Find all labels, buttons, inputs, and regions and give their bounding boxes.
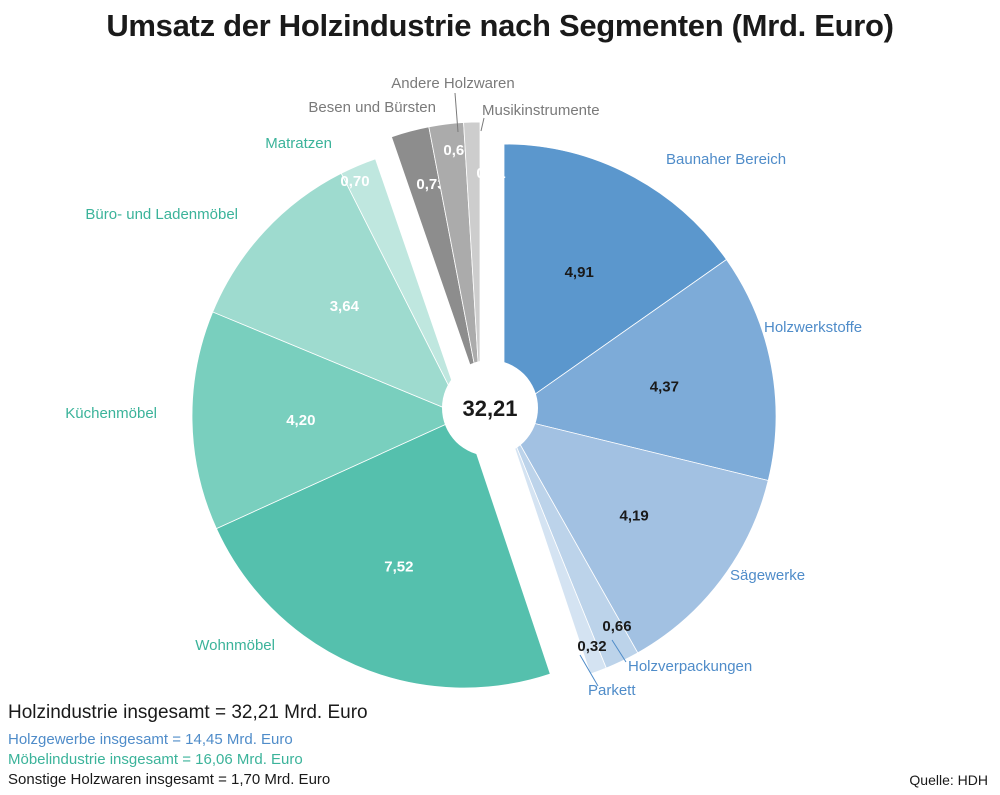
slice-name-label: Holzverpackungen <box>628 658 752 675</box>
slice-value-label: 0,73 <box>416 176 445 193</box>
pie-slice-wohnmöbel <box>215 415 551 689</box>
summary-moebelindustrie: Möbelindustrie insgesamt = 16,06 Mrd. Eu… <box>8 751 303 768</box>
slice-name-label: Musikinstrumente <box>482 102 600 119</box>
source-note: Quelle: HDH <box>909 772 988 788</box>
slice-name-label: Küchenmöbel <box>65 405 157 422</box>
summary-holzgewerbe: Holzgewerbe insgesamt = 14,45 Mrd. Euro <box>8 731 293 748</box>
summary-sonstige-holzwaren: Sonstige Holzwaren insgesamt = 1,70 Mrd.… <box>8 771 331 788</box>
slice-name-label: Sägewerke <box>730 567 805 584</box>
leader-line <box>480 117 485 132</box>
pie-slice-matratzen <box>340 158 465 417</box>
pie-slice-holzwerkstoffe <box>503 258 777 481</box>
chart-title: Umsatz der Holzindustrie nach Segmenten … <box>106 8 894 43</box>
pie-slice-sägewerke <box>503 415 769 654</box>
center-hole <box>442 360 538 456</box>
leader-line <box>579 654 599 687</box>
slice-name-label: Büro- und Ladenmöbel <box>85 206 238 223</box>
slice-value-label: 4,19 <box>620 508 649 525</box>
slice-value-label: 0,66 <box>602 618 631 635</box>
slice-name-label: Holzwerkstoffe <box>764 319 862 336</box>
slice-value-label: 3,64 <box>330 298 360 315</box>
slice-name-label: Andere Holzwaren <box>391 75 514 92</box>
slice-value-label: 4,91 <box>565 264 594 281</box>
slice-name-label: Parkett <box>588 682 636 699</box>
leader-line <box>454 92 459 133</box>
slice-name-label: Besen und Bürsten <box>308 99 436 116</box>
pie-slice-musikinstrumente <box>463 121 481 395</box>
slice-value-label: 0,70 <box>340 173 369 190</box>
pie-chart: 4,91 Baunaher Bereich 4,37 Holzwerkstoffe 4,… <box>65 75 862 699</box>
slice-value-label: 4,20 <box>286 412 315 429</box>
slice-value-label: 4,37 <box>650 379 679 396</box>
leader-line <box>611 639 627 663</box>
pie-slice-baunaher-bereich <box>503 143 728 417</box>
slice-value-label: 7,52 <box>384 559 413 576</box>
summary-total: Holzindustrie insgesamt = 32,21 Mrd. Eur… <box>8 702 368 723</box>
pie-slice-büro-und-ladenmöbel <box>212 172 465 417</box>
slice-value-label: 0,32 <box>577 638 606 655</box>
center-total-label: 32,21 <box>462 396 517 421</box>
pie-slice-küchenmöbel <box>191 311 466 530</box>
pie-slice-parkett <box>503 415 607 675</box>
slice-name-label: Wohnmöbel <box>195 637 275 654</box>
slice-name-label: Baunaher Bereich <box>666 151 786 168</box>
slice-name-label: Matratzen <box>265 135 332 152</box>
slice-value-label: 0,31 <box>476 165 505 182</box>
